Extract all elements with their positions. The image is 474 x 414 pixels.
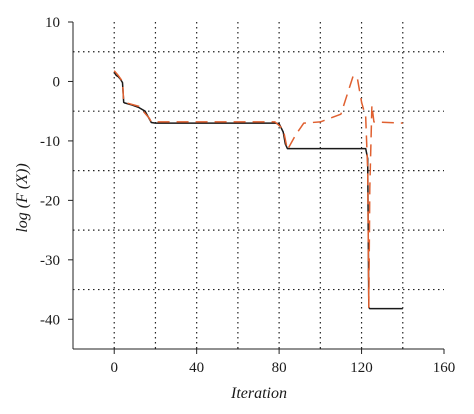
tick-labels: 0 40 80 120 160 10 0 -10 -20 -30 -40 — [40, 15, 455, 376]
y-tick-label: -40 — [40, 312, 60, 328]
x-tick-label: 0 — [110, 360, 118, 376]
series-line-dashed — [113, 70, 403, 309]
data-lines — [113, 70, 403, 310]
y-axis-label: log (F (X)) — [14, 163, 31, 232]
y-tick-label: -30 — [40, 253, 60, 269]
grid-lines — [73, 22, 444, 349]
axes — [68, 21, 445, 354]
y-tick-label: 0 — [53, 74, 61, 90]
x-axis-label: Iteration — [230, 385, 287, 402]
x-tick-label: 160 — [433, 360, 456, 376]
x-tick-label: 80 — [272, 360, 287, 376]
x-tick-label: 40 — [189, 360, 204, 376]
y-tick-label: 10 — [45, 15, 60, 31]
x-tick-label: 120 — [350, 360, 373, 376]
series-line-solid — [113, 72, 403, 310]
y-tick-label: -20 — [40, 193, 60, 209]
y-tick-label: -10 — [40, 134, 60, 150]
